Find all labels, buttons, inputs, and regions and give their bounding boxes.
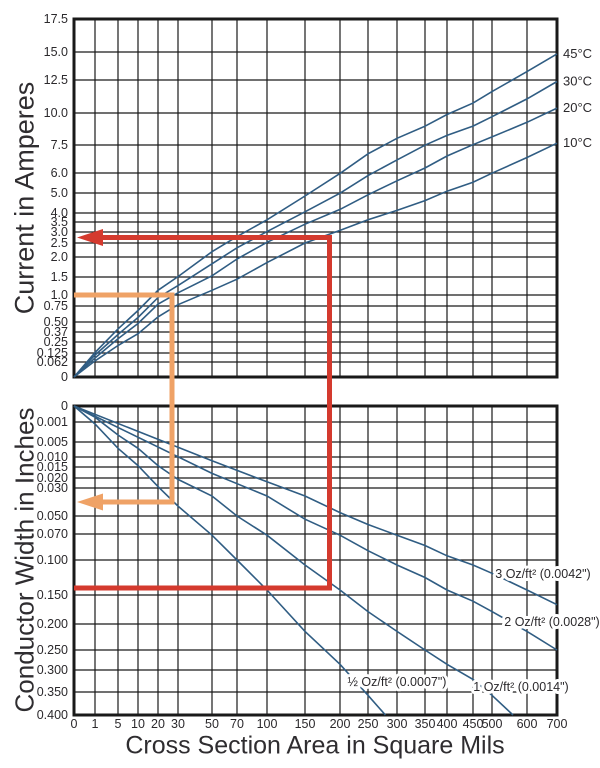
current-tick-7.5: 7.5	[51, 138, 68, 152]
x-tick-450: 450	[463, 717, 484, 731]
current-tick-3.5: 3.5	[51, 215, 68, 229]
x-tick-100: 100	[257, 717, 278, 731]
x-tick-350: 350	[415, 717, 436, 731]
example-arrows	[74, 229, 332, 591]
temp-label-30c: 30°C	[563, 73, 592, 88]
width-tick-0.015: 0.015	[37, 460, 68, 474]
width-tick-0: 0	[61, 399, 68, 413]
current-tick-17.5: 17.5	[44, 12, 68, 26]
width-tick-0.350: 0.350	[37, 685, 68, 699]
copper-weight-lines	[73, 405, 558, 716]
width-tick-0.250: 0.250	[37, 643, 68, 657]
red-example-arrowhead	[77, 229, 103, 246]
bottom-chart-frame	[72, 404, 559, 717]
width-tick-0.150: 0.150	[37, 588, 68, 602]
current-tick-0.50: 0.50	[44, 315, 68, 329]
width-tick-0.050: 0.050	[37, 509, 68, 523]
copper-label-3oz: 3 Oz/ft² (0.0042")	[495, 567, 590, 581]
width-tick-0.001: 0.001	[37, 415, 68, 429]
width-tick-0.010: 0.010	[37, 450, 68, 464]
width-tick-0.300: 0.300	[37, 663, 68, 677]
copper-line-2oz	[73, 405, 558, 651]
temperature-curves	[73, 53, 558, 378]
temp-label-10c: 10°C	[563, 135, 592, 150]
x-tick-labels: 0 1 5 10 20 30 50 70 100 150 200 250 300 350 400 450500…	[71, 717, 568, 731]
copper-label-1oz: 1 Oz/ft² (0.0014")	[473, 680, 568, 694]
x-tick-150: 150	[295, 717, 316, 731]
width-tick-0.400: 0.400	[37, 708, 68, 722]
temp-curve-20c	[73, 107, 558, 378]
temp-label-45c: 45°C	[563, 46, 592, 61]
current-tick-2.5: 2.5	[51, 236, 68, 250]
x-tick-1: 1	[92, 717, 99, 731]
x-tick-70: 70	[230, 717, 244, 731]
orange-example-path	[74, 292, 175, 505]
copper-line-3oz	[73, 405, 558, 606]
x-tick-500: 500	[482, 717, 503, 731]
red-example-path	[74, 235, 332, 591]
x-tick-250: 250	[358, 717, 379, 731]
current-tick-12.5: 12.5	[44, 73, 68, 87]
current-tick-1.0: 1.0	[51, 288, 68, 302]
width-tick-0.030: 0.030	[37, 481, 68, 495]
current-tick-1.5: 1.5	[51, 270, 68, 284]
width-tick-0.070: 0.070	[37, 527, 68, 541]
x-tick-700: 700	[547, 717, 568, 731]
copper-line-halfoz	[73, 405, 386, 716]
x-tick-400: 400	[437, 717, 458, 731]
width-tick-0.005: 0.005	[37, 435, 68, 449]
current-tick-0.062: 0.062	[37, 355, 68, 369]
current-tick-0.37: 0.37	[44, 325, 68, 339]
x-tick-30: 30	[171, 717, 185, 731]
current-tick-4.0: 4.0	[51, 206, 68, 220]
current-tick-0.125: 0.125	[37, 346, 68, 360]
x-tick-200: 200	[330, 717, 351, 731]
temperature-labels: 45°C 30°C 20°C 10°C	[563, 46, 592, 150]
copper-label-halfoz: ½ Oz/ft² (0.0007")	[348, 675, 447, 689]
x-tick-600: 600	[517, 717, 538, 731]
current-tick-15.0: 15.0	[44, 45, 68, 59]
x-tick-0: 0	[71, 717, 78, 731]
current-tick-0: 0	[61, 370, 68, 384]
copper-label-2oz: 2 Oz/ft² (0.0028")	[504, 615, 599, 629]
copper-line-1oz	[73, 405, 514, 716]
current-tick-2.0: 2.0	[51, 250, 68, 264]
x-tick-20: 20	[151, 717, 165, 731]
top-y-tick-labels: 00.0620.1250.250.370.500.751.01.52.02.53…	[37, 12, 68, 384]
temp-curve-30c	[73, 80, 558, 378]
copper-weight-labels: ½ Oz/ft² (0.0007") 1 Oz/ft² (0.0014") 2 Oz…	[345, 564, 600, 697]
current-tick-6.0: 6.0	[51, 166, 68, 180]
x-axis-title: Cross Section Area in Square Mils	[125, 731, 505, 760]
current-tick-0.75: 0.75	[44, 299, 68, 313]
temp-curve-45c	[73, 53, 558, 378]
x-tick-50: 50	[205, 717, 219, 731]
current-tick-0.25: 0.25	[44, 335, 68, 349]
width-tick-0.100: 0.100	[37, 553, 68, 567]
grid-lines	[73, 18, 558, 716]
top-chart-frame	[72, 17, 559, 379]
x-tick-5: 5	[115, 717, 122, 731]
orange-example-arrowhead	[77, 493, 103, 511]
current-tick-5.0: 5.0	[51, 186, 68, 200]
current-tick-10.0: 10.0	[44, 106, 68, 120]
width-tick-0.020: 0.020	[37, 471, 68, 485]
current-tick-3.0: 3.0	[51, 225, 68, 239]
temp-label-20c: 20°C	[563, 100, 592, 115]
x-tick-10: 10	[131, 717, 145, 731]
x-tick-300: 300	[387, 717, 408, 731]
width-tick-0.200: 0.200	[37, 617, 68, 631]
temp-curve-10c	[73, 142, 558, 378]
